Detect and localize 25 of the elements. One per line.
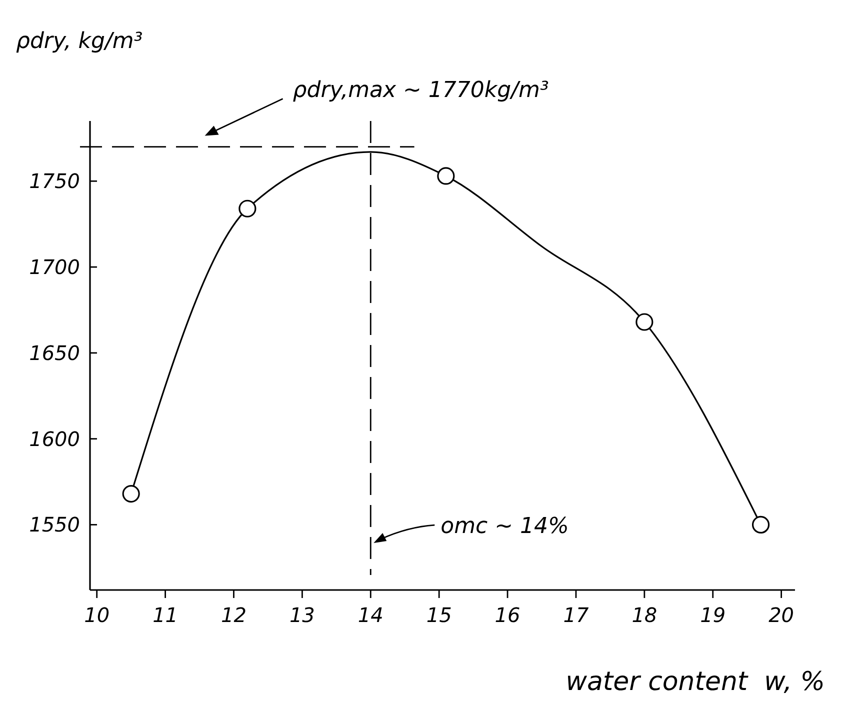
y-tick-label: 1600 <box>29 426 80 451</box>
x-tick-label: 17 <box>563 603 589 627</box>
x-tick-label: 19 <box>700 603 726 627</box>
y-tick-label: 1650 <box>29 340 80 365</box>
y-tick-label: 1750 <box>29 169 80 194</box>
point <box>437 167 455 185</box>
y-axis-title: ρdry, kg/m³ <box>16 29 143 54</box>
y-tick-label: 1700 <box>29 255 80 280</box>
point <box>122 484 140 503</box>
x-tick-label: 16 <box>494 603 520 627</box>
annotation: omc ~ 14% <box>440 514 569 540</box>
x-tick-label: 15 <box>426 603 452 627</box>
x-tick-label: 10 <box>84 603 110 627</box>
x-tick-label: 20 <box>768 603 794 627</box>
y-tick-label: 1550 <box>29 512 80 537</box>
x-tick-label: 14 <box>358 603 384 627</box>
x-axis-title: water content w, % <box>566 667 825 697</box>
x-tick-label: 13 <box>289 603 315 627</box>
text: ρdry,max ~ 1770kg/m³ <box>292 78 549 103</box>
x-tick-label: 11 <box>152 603 178 627</box>
point <box>752 516 770 534</box>
point <box>636 313 654 331</box>
x-tick-label: 18 <box>632 603 658 627</box>
x-tick-label: 12 <box>221 603 246 627</box>
point <box>238 200 256 218</box>
